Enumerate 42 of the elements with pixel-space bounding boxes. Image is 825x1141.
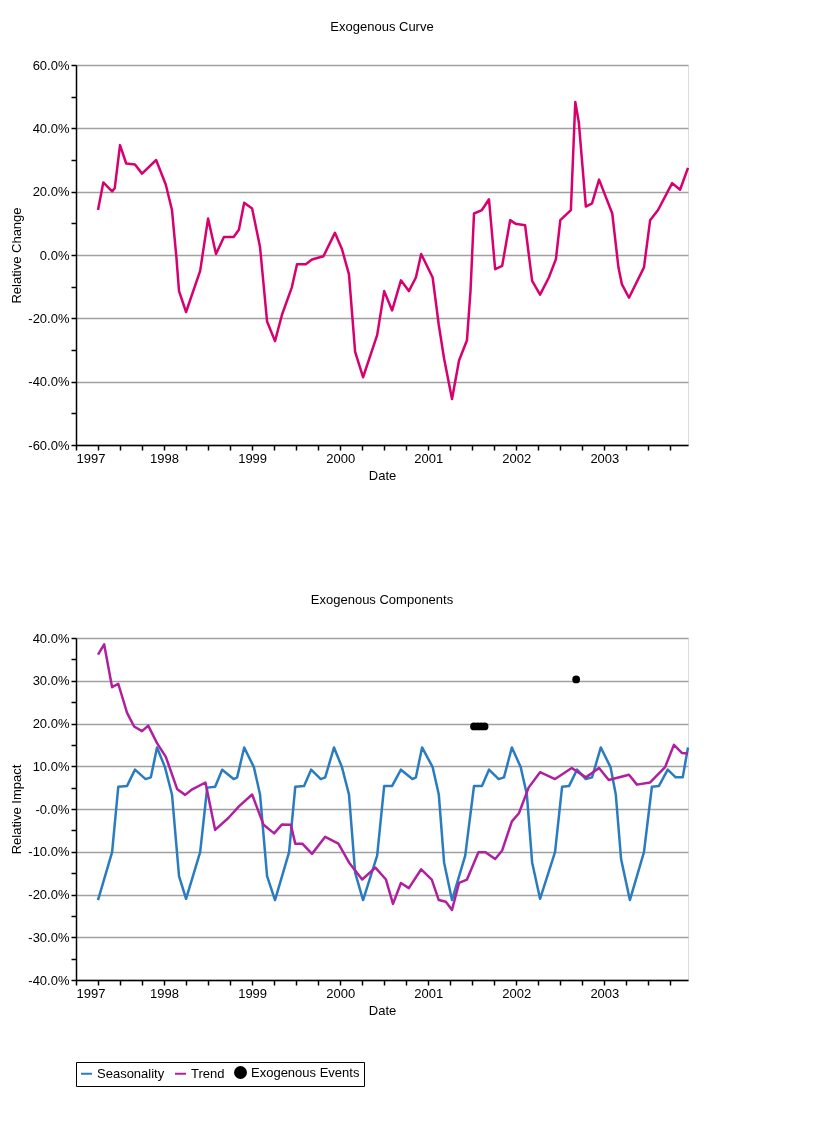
x-tick-label: 1997: [76, 450, 106, 466]
x-tick-label: 1997: [76, 985, 106, 1001]
y-tick-label: -10.0%: [28, 844, 70, 860]
x-axis-title: Date: [368, 467, 397, 483]
legend-label: Trend: [191, 1065, 225, 1081]
x-tick-label: 2003: [590, 450, 620, 466]
y-tick-label: 60.0%: [32, 57, 70, 73]
y-tick-label: -60.0%: [28, 437, 70, 453]
x-tick-label: 1999: [238, 450, 268, 466]
x-tick-label: 2000: [326, 985, 356, 1001]
y-tick-label: 20.0%: [32, 184, 70, 200]
x-tick-label: 2000: [326, 450, 356, 466]
x-tick-label: 1998: [150, 450, 180, 466]
y-tick-label: 20.0%: [32, 716, 70, 731]
chart-title: Exogenous Components: [310, 592, 454, 607]
y-tick-label: 40.0%: [32, 630, 70, 646]
y-axis-title: Relative Change: [9, 207, 25, 304]
y-tick-label: 30.0%: [32, 673, 70, 689]
y-tick-label: -40.0%: [28, 972, 70, 988]
x-tick-label: 2002: [502, 985, 532, 1001]
x-tick-label: 1999: [238, 985, 268, 1001]
line-series: [96, 643, 690, 912]
x-tick-label: 2003: [590, 985, 620, 1001]
legend-label: Seasonality: [97, 1065, 165, 1081]
y-tick-label: -20.0%: [28, 887, 70, 902]
x-tick-label: 2001: [414, 985, 444, 1001]
chart-title: Exogenous Curve: [330, 19, 434, 34]
line-series: [96, 746, 690, 902]
x-axis-title: Date: [368, 1002, 397, 1018]
line-series: [96, 100, 690, 401]
y-tick-label: -30.0%: [28, 929, 70, 945]
y-tick-label: -20.0%: [28, 310, 70, 326]
y-tick-label: 0.0%: [39, 247, 70, 263]
x-tick-label: 2001: [414, 450, 444, 466]
x-tick-label: 1998: [150, 985, 180, 1001]
x-tick-label: 2002: [502, 450, 532, 466]
legend-label: Exogenous Events: [251, 1064, 360, 1080]
y-tick-label: 10.0%: [32, 758, 70, 774]
y-tick-label: -0.0%: [35, 801, 70, 817]
y-axis-title: Relative Impact: [9, 764, 25, 855]
y-tick-label: -40.0%: [28, 374, 70, 390]
y-tick-label: 40.0%: [32, 120, 70, 136]
